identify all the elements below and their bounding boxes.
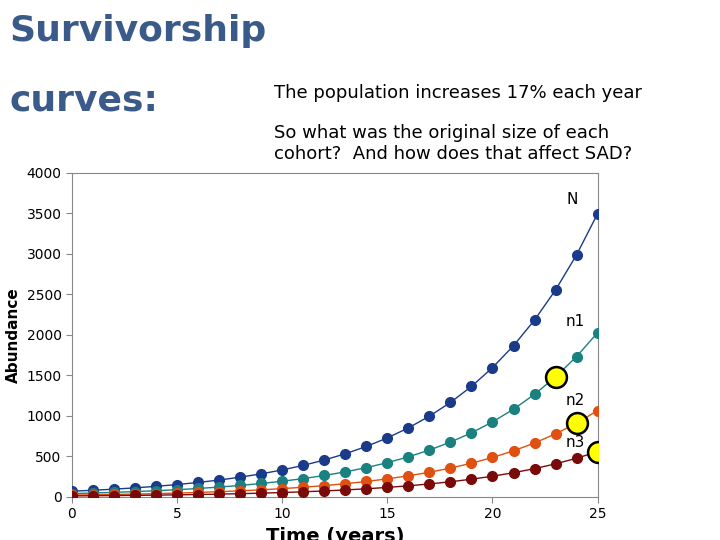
- Text: n3: n3: [566, 435, 585, 450]
- Text: So what was the original size of each
cohort?  And how does that affect SAD?: So what was the original size of each co…: [274, 124, 632, 163]
- Text: n1: n1: [566, 314, 585, 329]
- Text: N: N: [566, 192, 577, 207]
- Y-axis label: Abundance: Abundance: [6, 287, 21, 383]
- Text: curves:: curves:: [9, 84, 158, 118]
- X-axis label: Time (years): Time (years): [266, 527, 404, 540]
- Text: The population increases 17% each year: The population increases 17% each year: [274, 84, 642, 102]
- Text: n2: n2: [566, 393, 585, 408]
- Text: Survivorship: Survivorship: [9, 14, 266, 48]
